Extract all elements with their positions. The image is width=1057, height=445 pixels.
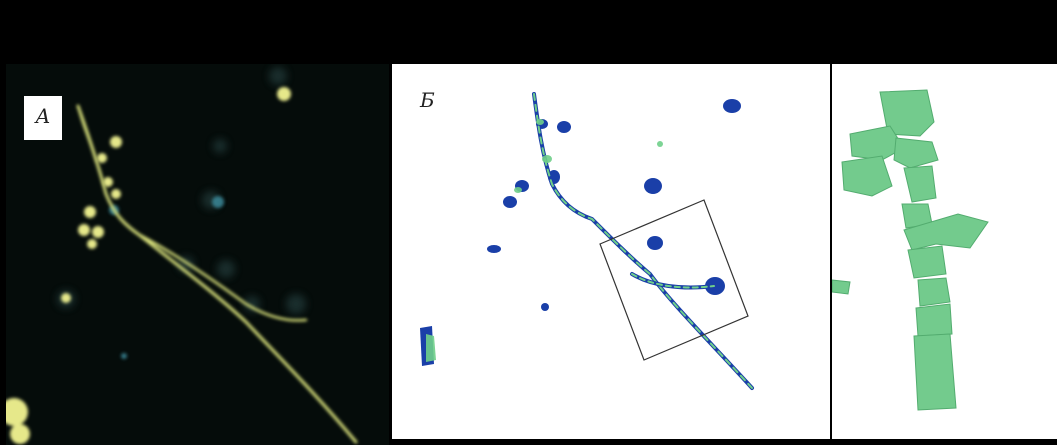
bottom-frame-bar [392, 439, 1057, 445]
zoomed-render-image [832, 89, 989, 411]
surface-render-panel: Б [392, 64, 830, 439]
fluorescence-micrograph-panel: A [6, 64, 389, 445]
green-structures [426, 119, 663, 362]
panel-label-a: A [24, 96, 62, 140]
yellow-cells [6, 87, 291, 444]
zoomed-render-panel: В [832, 64, 1057, 439]
background-cells [57, 67, 306, 314]
selection-frame [599, 199, 749, 361]
fluorescence-image [6, 67, 358, 444]
panel-label-b: Б [420, 88, 435, 112]
fluorescent-filament [76, 104, 358, 444]
surface-render-image [420, 92, 754, 390]
zoomed-filament-segments [832, 89, 989, 411]
